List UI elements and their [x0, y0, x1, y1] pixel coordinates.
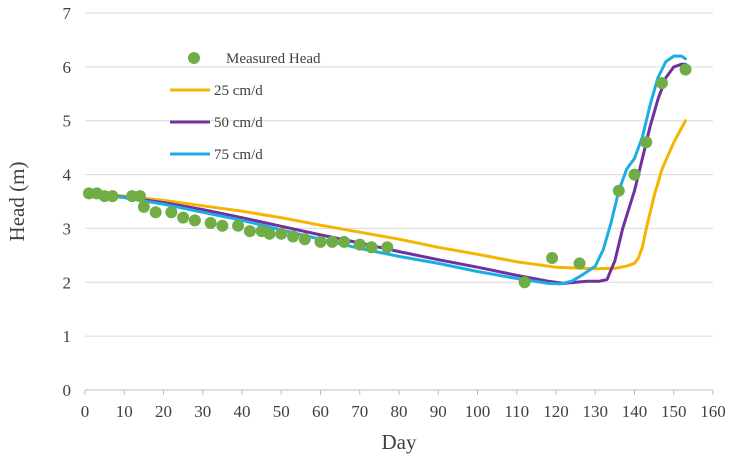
data-point	[149, 206, 162, 219]
legend: Measured Head 25 cm/d 50 cm/d 75 cm/d	[170, 51, 321, 163]
y-tick-label: 4	[63, 166, 72, 185]
data-point	[177, 211, 190, 224]
data-point	[381, 241, 394, 254]
x-tick-label: 70	[351, 402, 368, 421]
x-tick-label: 130	[583, 402, 609, 421]
x-tick-label: 140	[622, 402, 648, 421]
data-point	[287, 230, 300, 243]
data-point	[612, 184, 625, 197]
data-point	[263, 227, 276, 240]
y-tick-label: 7	[63, 4, 72, 23]
series-line-25-cm-d	[87, 119, 687, 271]
x-tick-label: 30	[194, 402, 211, 421]
y-tick-label: 3	[63, 219, 72, 238]
data-point	[204, 217, 217, 230]
y-tick-label: 6	[63, 58, 72, 77]
data-point	[165, 206, 178, 219]
data-point	[546, 252, 559, 265]
data-point	[640, 136, 653, 149]
gridlines	[85, 12, 713, 337]
data-point	[518, 276, 531, 289]
axes	[84, 389, 714, 395]
x-tick-label: 90	[430, 402, 447, 421]
legend-label: 50 cm/d	[214, 115, 263, 131]
x-tick-label: 50	[273, 402, 290, 421]
legend-marker	[188, 52, 200, 64]
data-point	[298, 233, 311, 246]
legend-label: 25 cm/d	[214, 83, 263, 99]
data-point	[326, 235, 339, 248]
x-tick-label: 100	[465, 402, 491, 421]
legend-label: Measured Head	[226, 51, 321, 67]
x-axis-title: Day	[382, 430, 417, 454]
y-tick-label: 5	[63, 112, 72, 131]
y-tick-label: 2	[63, 273, 72, 292]
data-point	[188, 214, 201, 227]
data-point	[314, 235, 327, 248]
data-point	[137, 200, 150, 213]
data-point	[216, 219, 229, 232]
data-point	[243, 225, 256, 238]
data-point	[353, 238, 366, 251]
legend-label: 75 cm/d	[214, 147, 263, 163]
x-tick-label: 150	[661, 402, 687, 421]
data-point	[628, 168, 641, 181]
y-tick-label: 1	[63, 327, 72, 346]
data-point	[232, 219, 245, 232]
y-axis-title: Head (m)	[5, 162, 29, 242]
x-tick-label: 120	[543, 402, 569, 421]
x-tick-label: 40	[234, 402, 251, 421]
data-point	[133, 190, 146, 203]
data-point	[679, 63, 692, 76]
x-tick-label: 60	[312, 402, 329, 421]
x-tick-label: 20	[155, 402, 172, 421]
x-tick-label: 80	[391, 402, 408, 421]
data-point	[365, 241, 378, 254]
x-tick-label: 0	[81, 402, 90, 421]
x-tick-label: 160	[700, 402, 726, 421]
data-point	[338, 235, 351, 248]
x-tick-label: 110	[504, 402, 529, 421]
data-point	[573, 257, 586, 270]
x-tick-label: 10	[116, 402, 133, 421]
plot-area	[82, 54, 692, 289]
data-point	[275, 227, 288, 240]
data-point	[106, 190, 119, 203]
data-point	[655, 77, 668, 90]
y-tick-label: 0	[63, 381, 72, 400]
series-line-75-cm-d	[87, 54, 687, 286]
